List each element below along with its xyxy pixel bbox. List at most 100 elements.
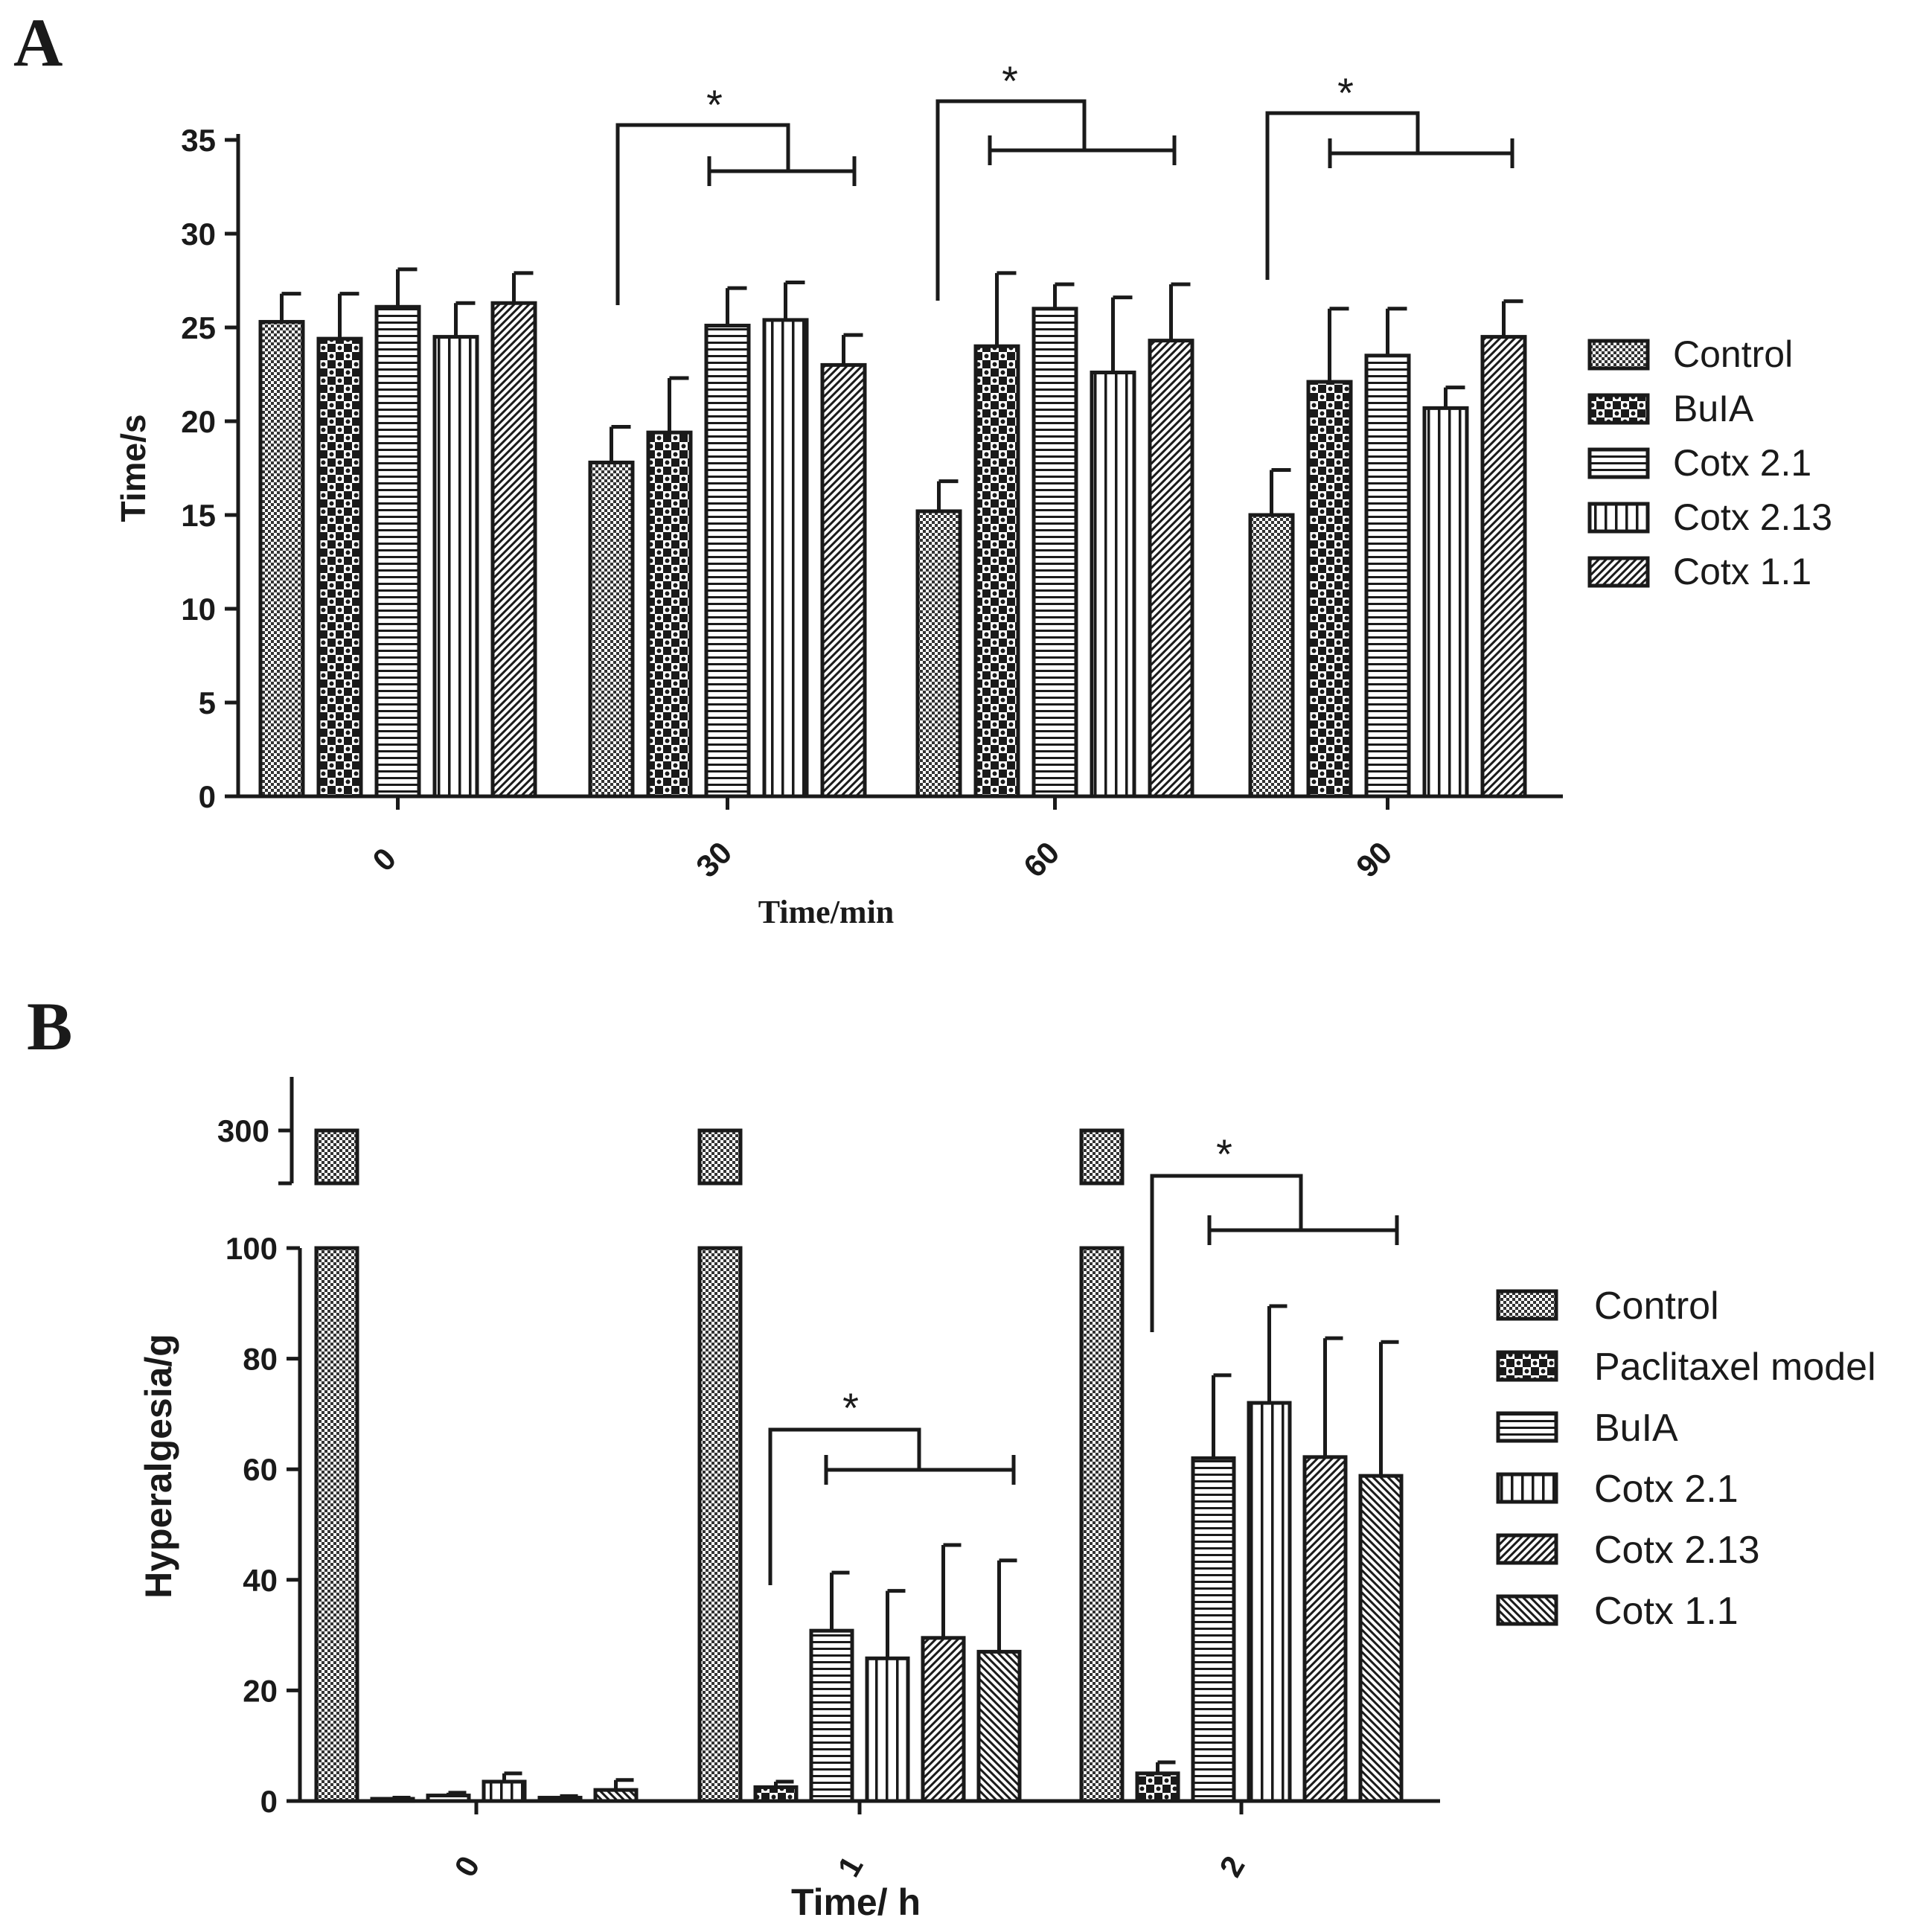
a-bar: [258, 319, 305, 799]
b-legend-label: Control: [1594, 1285, 1719, 1328]
b-legend-label: BuIA: [1594, 1407, 1678, 1450]
a-significance-star: *: [1002, 57, 1018, 104]
b-legend-swatch: [1496, 1472, 1558, 1504]
a-bar: [762, 318, 809, 799]
a-bar: [1422, 406, 1469, 799]
a-bar: [432, 335, 479, 799]
b-y-tick-label: 40: [243, 1563, 278, 1598]
b-legend-swatch: [1496, 1289, 1558, 1321]
a-legend-label: Cotx 2.13: [1673, 496, 1832, 538]
a-significance-star: *: [706, 81, 723, 128]
b-legend-swatch: [1496, 1350, 1558, 1382]
b-x-tick-label: 2: [1212, 1850, 1251, 1883]
a-bar: [820, 362, 867, 799]
b-legend-label: Cotx 2.13: [1594, 1529, 1760, 1572]
a-y-tick-label: 20: [181, 404, 216, 439]
b-significance-bracket: [768, 1427, 921, 1585]
a-bar: [915, 509, 962, 799]
b-significance-star: *: [842, 1384, 859, 1431]
a-y-tick-label: 25: [181, 310, 216, 345]
a-legend-label: Cotx 1.1: [1673, 551, 1811, 592]
a-bar: [1248, 513, 1295, 799]
a-legend-swatch: [1587, 447, 1650, 479]
b-y-tick-label: 20: [243, 1673, 278, 1708]
b-y-tick-label: 0: [260, 1784, 278, 1819]
a-y-axis-title: Time/s: [114, 415, 153, 522]
b-legend-label: Cotx 2.1: [1594, 1468, 1739, 1511]
a-bar: [588, 460, 635, 799]
a-significance-bracket: [615, 123, 790, 305]
a-legend-swatch: [1587, 339, 1650, 371]
a-y-tick-label: 0: [199, 779, 216, 814]
b-legend-swatch: [1496, 1533, 1558, 1565]
a-x-tick-label: 60: [1017, 835, 1066, 884]
b-x-tick-label: 1: [831, 1850, 869, 1883]
a-significance-star: *: [1337, 69, 1354, 116]
b-y-axis-title: Hyperalgesia/g: [138, 1334, 179, 1599]
b-bar-upper: [314, 1128, 359, 1186]
a-x-tick-label: 30: [689, 835, 738, 884]
a-bar: [1031, 307, 1078, 799]
b-bar: [753, 1785, 799, 1803]
b-bar: [426, 1794, 471, 1803]
a-significance-bracket: [1265, 111, 1420, 280]
b-legend-swatch: [1496, 1411, 1558, 1443]
a-x-tick-label: 0: [365, 841, 403, 878]
a-legend-swatch: [1587, 393, 1650, 425]
b-x-axis-title: Time/ h: [791, 1881, 921, 1923]
b-y-tick-label: 80: [243, 1342, 278, 1377]
panel-label-a: A: [13, 4, 63, 80]
a-significance-bracket: [935, 99, 1087, 301]
a-y-tick-label: 35: [181, 123, 216, 158]
a-y-tick-label: 15: [181, 498, 216, 533]
b-significance-star: *: [1216, 1130, 1232, 1177]
chart-a: 0 5 10 15 20 25 30 35 Time/s Time/min 0 30 60 90 * * * Co…: [114, 57, 1832, 930]
a-bar: [1148, 339, 1194, 799]
a-x-axis-title: Time/min: [758, 894, 895, 930]
b-bar: [976, 1649, 1022, 1803]
a-bar: [973, 344, 1020, 799]
b-y-tick-label: 300: [217, 1113, 269, 1148]
b-y-tick-label: 60: [243, 1452, 278, 1487]
b-legend-label: Paclitaxel model: [1594, 1346, 1876, 1389]
a-legend-swatch: [1587, 556, 1650, 588]
b-bar: [1302, 1455, 1348, 1803]
b-bar: [593, 1788, 639, 1803]
a-bar: [1090, 370, 1136, 799]
a-bar: [646, 430, 693, 799]
b-bar-upper: [697, 1128, 743, 1186]
b-bar: [370, 1797, 415, 1803]
a-y-tick-label: 30: [181, 217, 216, 252]
b-bar: [1135, 1771, 1180, 1803]
b-bar: [865, 1656, 910, 1803]
a-y-tick-label: 10: [181, 592, 216, 627]
b-y-tick-label: 100: [225, 1231, 278, 1266]
b-bar: [1191, 1456, 1236, 1803]
b-legend-swatch: [1496, 1594, 1558, 1626]
a-legend-label: Control: [1673, 333, 1793, 375]
a-legend-label: BuIA: [1673, 388, 1754, 429]
b-bar: [482, 1779, 527, 1803]
b-x-tick-label: 0: [447, 1850, 486, 1883]
a-y-tick-label: 5: [199, 685, 216, 720]
b-bar: [809, 1628, 854, 1803]
a-bar: [374, 304, 421, 799]
chart-b: 0 20 40 60 80 100 300 Hyperalgesia/g Time/ h 0 1 2 *…: [138, 1077, 1876, 1923]
a-bar: [1480, 335, 1527, 799]
b-bar: [1079, 1246, 1125, 1803]
b-bar: [921, 1636, 966, 1803]
b-bar-upper: [1079, 1128, 1125, 1186]
a-x-tick-label: 90: [1349, 835, 1398, 884]
b-bar: [1247, 1401, 1292, 1803]
b-significance-bracket: [1150, 1174, 1303, 1332]
b-legend-label: Cotx 1.1: [1594, 1590, 1739, 1633]
a-legend-label: Cotx 2.1: [1673, 442, 1811, 484]
b-bar: [697, 1246, 743, 1803]
b-bar: [314, 1246, 359, 1803]
a-legend-swatch: [1587, 502, 1650, 534]
b-bar: [537, 1796, 583, 1803]
a-bar: [316, 336, 363, 799]
panel-label-b: B: [27, 988, 72, 1064]
a-bar: [1364, 354, 1411, 799]
